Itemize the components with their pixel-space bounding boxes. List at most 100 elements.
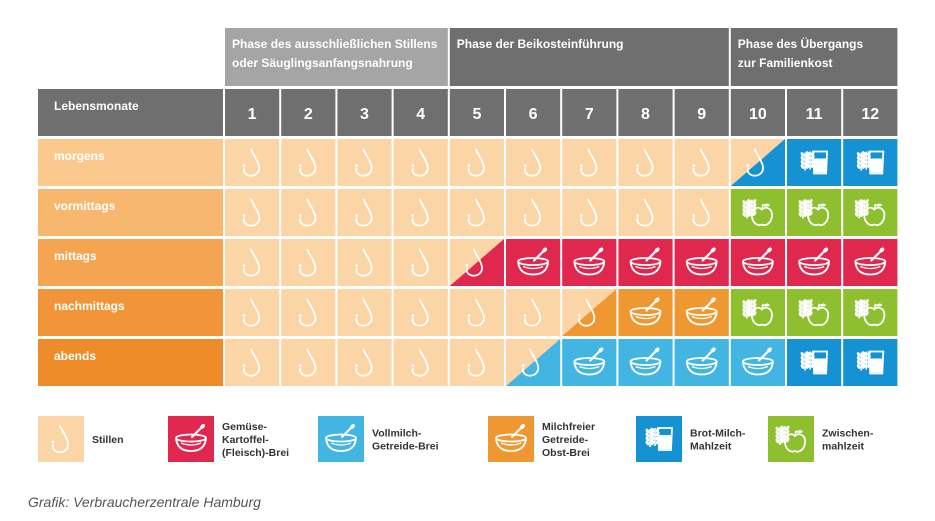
months-label-bg [38,89,223,136]
meal-cell [787,139,842,186]
cell-transition [449,239,504,286]
cell-bg [225,189,280,236]
meal-cell [562,139,617,186]
cell-bg [281,239,336,286]
meal-cell [449,139,504,186]
cell-bg [674,189,729,236]
legend-label: mahlzeit [822,441,865,453]
cell-bg [674,339,729,386]
month-number: 2 [304,106,313,123]
cell-bg [449,339,504,386]
cell-bg [843,189,898,236]
cell-bg [730,239,785,286]
month-number: 12 [861,106,879,123]
meal-grid [225,139,898,386]
cell-bg [730,189,785,236]
cell-bg [562,239,617,286]
meal-cell [393,189,448,236]
row-label: morgens [54,149,105,163]
meal-cell [674,289,729,336]
meal-cell [281,189,336,236]
meal-cell [674,339,729,386]
legend-swatch [318,416,364,462]
month-number: 4 [416,106,425,123]
legend-swatch [38,416,84,462]
months-label: Lebensmonate [54,99,139,113]
meal-cell [225,189,280,236]
meal-cell [225,239,280,286]
month-header-cell [449,89,504,136]
cell-bg [393,289,448,336]
meal-cell [562,239,617,286]
meal-cell [618,339,673,386]
month-number: 1 [248,106,257,123]
phase-header-bg [730,28,898,86]
meal-cell [674,139,729,186]
month-number: 7 [585,106,594,123]
meal-cell [618,289,673,336]
cell-bg [674,289,729,336]
row-label-bg [38,289,223,336]
meal-cell [393,139,448,186]
cell-bg [618,239,673,286]
meal-cell [337,289,392,336]
phase-header-label: Phase des ausschließlichen Stillens [232,37,438,51]
cell-bg [562,189,617,236]
phase-header-label: oder Säuglingsanfangsnahrung [232,56,413,70]
month-header-row: Lebensmonate 1 2 3 4 5 6 7 8 9 10 11 12 [38,89,898,136]
cell-bg [281,189,336,236]
credit-text: Grafik: Verbraucherzentrale Hamburg [28,494,261,510]
meal-cell [337,239,392,286]
meal-cell [393,339,448,386]
row-label-bg [38,189,223,236]
meal-cell [506,239,561,286]
meal-cell [618,139,673,186]
meal-cell [281,289,336,336]
meal-cell [337,139,392,186]
meal-cell [843,189,898,236]
legend-label: Obst-Brei [542,447,590,459]
meal-cell [506,339,561,386]
cell-bg [674,239,729,286]
phase-headers: Phase des ausschließlichen Stillens oder … [225,28,898,86]
cell-bg [843,289,898,336]
cell-bg [506,189,561,236]
cell-bg [506,139,561,186]
cell-bg [787,239,842,286]
month-header-cell [393,89,448,136]
meal-cell [730,189,785,236]
cell-bg [506,289,561,336]
cell-transition [506,339,561,386]
meal-cell [787,339,842,386]
month-number: 9 [697,106,706,123]
month-number: 3 [360,106,369,123]
legend-label: Milchfreier [542,421,595,433]
cell-transition [730,139,785,186]
cell-bg [449,189,504,236]
cell-bg [337,189,392,236]
meal-cell [843,339,898,386]
month-number: 11 [806,106,823,123]
meal-cell [618,239,673,286]
meal-cell [674,239,729,286]
month-header-cell [337,89,392,136]
legend-item: Gemüse-Kartoffel-(Fleisch)-Brei [168,416,289,462]
cell-bg [393,239,448,286]
cell-bg [843,239,898,286]
meal-cell [730,339,785,386]
meal-cell [281,239,336,286]
phase-header-label: Phase der Beikosteinführung [457,37,624,51]
legend-item: Vollmilch-Getreide-Brei [318,416,439,462]
meal-cell [393,239,448,286]
meal-cell [449,239,504,286]
legend-item: Stillen [38,416,124,462]
cell-bg [281,339,336,386]
cell-bg [730,289,785,336]
cell-bg [562,139,617,186]
meal-cell [337,339,392,386]
row-label: abends [54,349,96,363]
cell-bg [506,239,561,286]
legend-label: Getreide-Brei [372,441,439,453]
cell-bg [787,289,842,336]
